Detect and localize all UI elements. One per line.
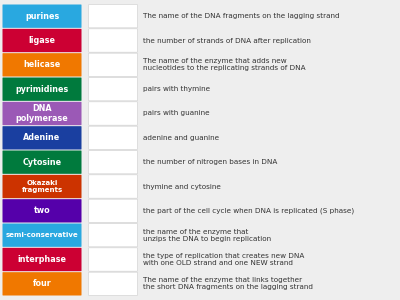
FancyBboxPatch shape bbox=[88, 224, 138, 247]
Text: the number of strands of DNA after replication: the number of strands of DNA after repli… bbox=[143, 38, 311, 44]
Text: the name of the enzyme that
unzips the DNA to begin replication: the name of the enzyme that unzips the D… bbox=[143, 229, 271, 242]
Text: helicase: helicase bbox=[23, 60, 61, 69]
FancyBboxPatch shape bbox=[2, 53, 82, 76]
FancyBboxPatch shape bbox=[88, 4, 138, 28]
FancyBboxPatch shape bbox=[2, 175, 82, 198]
Text: the part of the cell cycle when DNA is replicated (S phase): the part of the cell cycle when DNA is r… bbox=[143, 208, 354, 214]
Text: The name of the DNA fragments on the lagging strand: The name of the DNA fragments on the lag… bbox=[143, 13, 340, 19]
Text: Adenine: Adenine bbox=[23, 133, 61, 142]
Text: ligase: ligase bbox=[28, 36, 56, 45]
FancyBboxPatch shape bbox=[88, 199, 138, 223]
Text: semi-conservative: semi-conservative bbox=[6, 232, 78, 238]
FancyBboxPatch shape bbox=[2, 151, 82, 174]
Text: pairs with guanine: pairs with guanine bbox=[143, 110, 210, 116]
FancyBboxPatch shape bbox=[88, 248, 138, 271]
Text: thymine and cytosine: thymine and cytosine bbox=[143, 184, 221, 190]
FancyBboxPatch shape bbox=[2, 224, 82, 247]
Text: pairs with thymine: pairs with thymine bbox=[143, 86, 210, 92]
FancyBboxPatch shape bbox=[2, 77, 82, 101]
FancyBboxPatch shape bbox=[88, 175, 138, 198]
FancyBboxPatch shape bbox=[2, 4, 82, 28]
Text: DNA
polymerase: DNA polymerase bbox=[16, 104, 68, 123]
FancyBboxPatch shape bbox=[2, 272, 82, 296]
FancyBboxPatch shape bbox=[2, 199, 82, 223]
Text: The name of the enzyme that links together
the short DNA fragments on the laggin: The name of the enzyme that links togeth… bbox=[143, 277, 313, 290]
Text: interphase: interphase bbox=[18, 255, 66, 264]
FancyBboxPatch shape bbox=[88, 151, 138, 174]
Text: The name of the enzyme that adds new
nucleotides to the replicating strands of D: The name of the enzyme that adds new nuc… bbox=[143, 58, 306, 71]
FancyBboxPatch shape bbox=[2, 102, 82, 125]
Text: four: four bbox=[33, 279, 51, 288]
Text: the number of nitrogen bases in DNA: the number of nitrogen bases in DNA bbox=[143, 159, 277, 165]
FancyBboxPatch shape bbox=[88, 272, 138, 296]
FancyBboxPatch shape bbox=[88, 29, 138, 52]
Text: purines: purines bbox=[25, 12, 59, 21]
FancyBboxPatch shape bbox=[88, 102, 138, 125]
Text: two: two bbox=[34, 206, 50, 215]
Text: the type of replication that creates new DNA
with one OLD strand and one NEW str: the type of replication that creates new… bbox=[143, 253, 304, 266]
FancyBboxPatch shape bbox=[2, 29, 82, 52]
Text: Cytosine: Cytosine bbox=[22, 158, 62, 167]
FancyBboxPatch shape bbox=[88, 126, 138, 149]
Text: adenine and guanine: adenine and guanine bbox=[143, 135, 219, 141]
FancyBboxPatch shape bbox=[2, 126, 82, 149]
Text: Okazaki
fragments: Okazaki fragments bbox=[21, 180, 63, 193]
FancyBboxPatch shape bbox=[2, 248, 82, 271]
FancyBboxPatch shape bbox=[88, 77, 138, 101]
FancyBboxPatch shape bbox=[88, 53, 138, 76]
Text: pyrimidines: pyrimidines bbox=[15, 85, 69, 94]
